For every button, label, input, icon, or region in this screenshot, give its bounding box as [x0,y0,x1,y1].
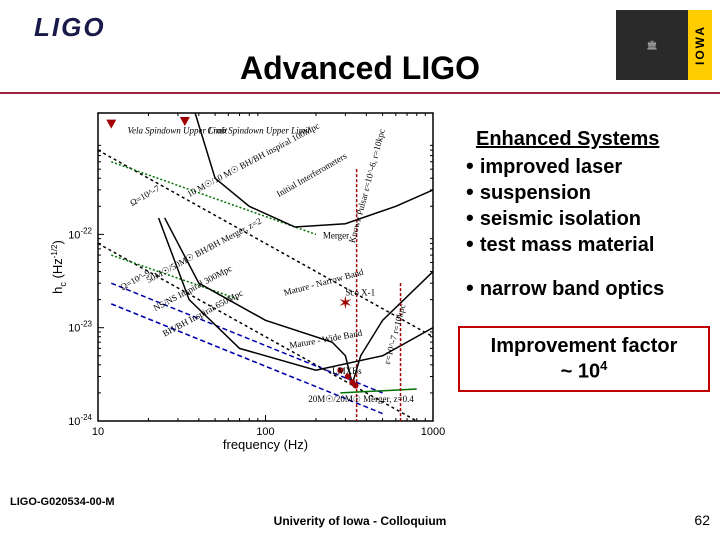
enhanced-heading: Enhanced Systems [476,128,712,151]
enhanced-item: seismic isolation [462,205,712,231]
affiliation: Univerity of Iowa - Colloquium [0,514,720,528]
ligo-logo: LIGO [8,12,80,43]
side-text: Enhanced Systems improved laser suspensi… [462,128,712,301]
header: LIGO Advanced LIGO 🏛 IOWA [0,0,720,100]
page-number: 62 [694,512,710,528]
iowa-logo: 🏛 IOWA [616,10,712,80]
enhanced-item: improved laser [462,153,712,179]
ligo-logo-text: LIGO [34,12,106,42]
page-title: Advanced LIGO [0,50,720,87]
svg-text:Merger: Merger [323,231,349,241]
doc-id: LIGO-G020534-00-M [10,496,115,508]
enhanced-item: test mass material [462,231,712,257]
svg-text:10-23: 10-23 [68,320,92,335]
svg-text:Ω=10^-7: Ω=10^-7 [128,183,162,208]
title-underline [0,92,720,94]
enhanced-item: suspension [462,179,712,205]
improvement-value: ~ 104 [464,358,704,384]
iowa-building-icon: 🏛 [616,10,688,80]
svg-text:10: 10 [92,426,104,438]
svg-text:ε=10^-7 r=10kpc: ε=10^-7 r=10kpc [382,303,408,365]
svg-text:Sco X-1: Sco X-1 [345,288,375,298]
svg-text:10-24: 10-24 [68,413,92,428]
svg-text:10-22: 10-22 [68,226,92,241]
svg-text:frequency (Hz): frequency (Hz) [223,437,308,452]
narrow-item: narrow band optics [462,275,712,301]
improvement-label: Improvement factor [464,334,704,358]
sensitivity-chart: 10100100010-2410-2310-22frequency (Hz)hc… [50,105,445,453]
svg-text:Initial Interferometers: Initial Interferometers [275,150,349,199]
footer: LIGO-G020534-00-M Univerity of Iowa - Co… [0,502,720,532]
svg-text:hc (Hz-1/2): hc (Hz-1/2) [50,240,68,294]
svg-text:LMXBs: LMXBs [332,366,362,376]
improvement-box: Improvement factor ~ 104 [458,326,710,392]
iowa-label: IOWA [693,25,707,65]
svg-text:Known Pulsar ε=10^-6, r=10kpc: Known Pulsar ε=10^-6, r=10kpc [347,128,387,244]
svg-text:20M☉/20M☉ Merger, z=0.4: 20M☉/20M☉ Merger, z=0.4 [308,394,414,404]
svg-text:1000: 1000 [421,426,445,438]
